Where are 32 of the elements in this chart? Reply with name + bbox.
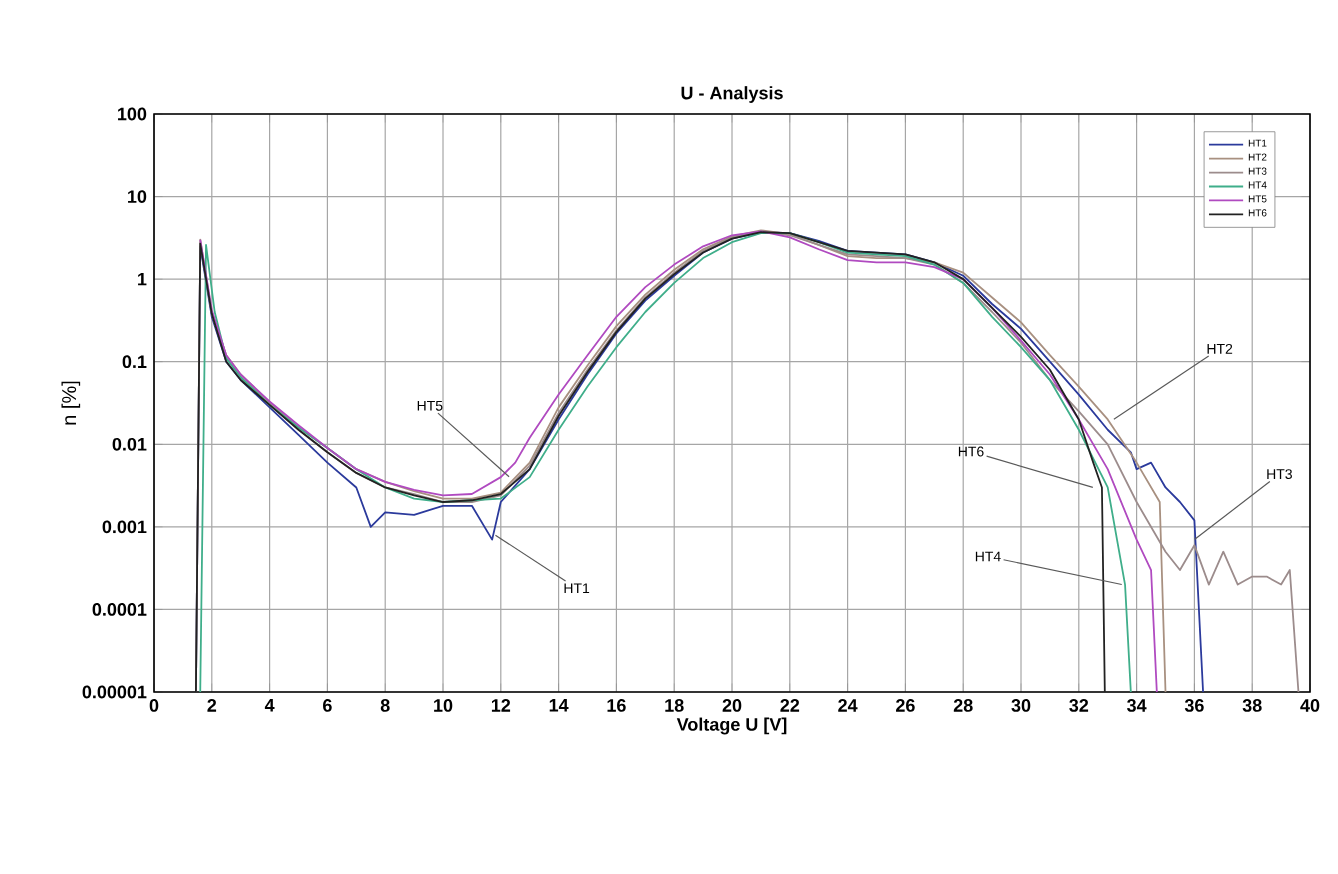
x-axis-title: Voltage U [V] [676, 717, 787, 735]
x-tick-label: 24 [838, 699, 858, 712]
x-tick-label: 18 [665, 699, 684, 712]
x-tick-label: 14 [549, 699, 569, 712]
chart-title: U - Analysis [681, 86, 783, 103]
y-tick-label: 0.00001 [82, 685, 147, 699]
y-tick-label: 0.01 [112, 437, 147, 451]
y-tick-label: 1 [138, 272, 147, 286]
x-tick-label: 16 [607, 699, 626, 712]
x-tick-label: 26 [896, 699, 915, 712]
y-tick-label: 0.1 [122, 355, 147, 369]
x-tick-label: 38 [1242, 699, 1262, 712]
x-tick-label: 40 [1300, 699, 1320, 712]
x-tick-label: 22 [780, 699, 800, 712]
x-tick-label: 0 [149, 699, 159, 712]
x-tick-label: 36 [1184, 699, 1204, 712]
x-tick-label: 20 [722, 699, 742, 712]
y-axis-title: n [%] [61, 381, 81, 425]
x-tick-label: 28 [953, 699, 973, 712]
x-tick-label: 34 [1127, 699, 1147, 712]
x-tick-label: 2 [207, 699, 217, 712]
x-tick-label: 6 [323, 699, 332, 712]
y-tick-label: 100 [118, 107, 147, 121]
x-tick-label: 4 [264, 699, 275, 712]
x-tick-label: 10 [434, 699, 453, 712]
y-tick-label: 0.0001 [92, 603, 147, 616]
x-tick-label: 8 [380, 699, 390, 712]
x-tick-label: 32 [1069, 699, 1089, 712]
y-tick-label: 10 [128, 190, 147, 203]
x-tick-label: 30 [1011, 699, 1031, 712]
x-tick-label: 12 [491, 699, 511, 712]
y-tick-label: 0.001 [102, 520, 147, 534]
